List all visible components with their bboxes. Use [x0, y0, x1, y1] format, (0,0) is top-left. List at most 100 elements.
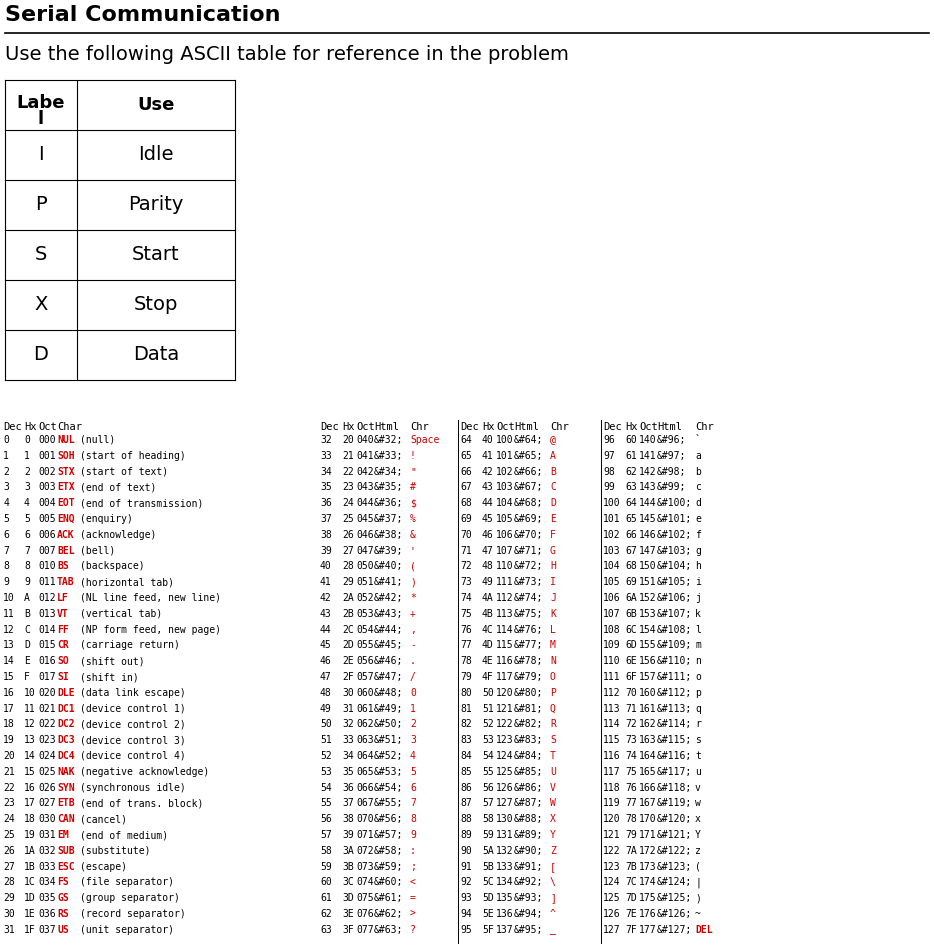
Text: Serial Communication: Serial Communication	[5, 5, 280, 25]
Text: 1B: 1B	[24, 862, 35, 871]
Text: 017: 017	[38, 672, 56, 682]
Text: 30: 30	[3, 909, 15, 919]
Text: 062: 062	[356, 719, 374, 730]
Text: 30: 30	[342, 688, 354, 698]
Text: 054: 054	[356, 624, 374, 635]
Text: &#48;: &#48;	[374, 688, 403, 698]
Text: SYN: SYN	[57, 783, 75, 792]
Text: 7B: 7B	[625, 862, 637, 871]
Text: &#66;: &#66;	[514, 466, 544, 477]
Text: 4E: 4E	[482, 656, 494, 666]
Text: US: US	[57, 924, 69, 935]
Text: 064: 064	[356, 751, 374, 761]
Text: P: P	[35, 196, 47, 215]
Text: 100: 100	[496, 435, 514, 445]
Text: &#95;: &#95;	[514, 924, 544, 935]
Text: 79: 79	[460, 672, 472, 682]
Text: 54: 54	[482, 751, 494, 761]
Text: 155: 155	[639, 640, 657, 651]
Text: 110: 110	[496, 561, 514, 571]
Text: 37: 37	[342, 798, 354, 808]
Text: &#86;: &#86;	[514, 783, 544, 792]
Text: Html: Html	[514, 422, 539, 432]
Text: 20: 20	[342, 435, 354, 445]
Text: STX: STX	[57, 466, 75, 477]
Text: 23: 23	[342, 483, 354, 492]
Text: &#71;: &#71;	[514, 545, 544, 556]
Text: 95: 95	[460, 924, 472, 935]
Text: 35: 35	[342, 767, 354, 777]
Text: 77: 77	[460, 640, 472, 651]
Text: &#106;: &#106;	[657, 593, 692, 603]
Text: (end of text): (end of text)	[80, 483, 156, 492]
Text: 6: 6	[410, 783, 416, 792]
Text: (record separator): (record separator)	[80, 909, 186, 919]
Text: 101: 101	[603, 514, 620, 524]
Text: (device control 1): (device control 1)	[80, 704, 186, 713]
Text: Hx: Hx	[24, 422, 36, 432]
Text: 62: 62	[625, 466, 637, 477]
Text: (unit separator): (unit separator)	[80, 924, 174, 935]
Text: &#65;: &#65;	[514, 451, 544, 461]
Text: 115: 115	[603, 735, 620, 745]
Text: 161: 161	[639, 704, 657, 713]
Text: (NP form feed, new page): (NP form feed, new page)	[80, 624, 221, 635]
Text: &#112;: &#112;	[657, 688, 692, 698]
Text: 47: 47	[320, 672, 332, 682]
Text: 172: 172	[639, 846, 657, 856]
Text: X: X	[35, 295, 48, 314]
Text: 113: 113	[496, 609, 514, 618]
Text: 113: 113	[603, 704, 620, 713]
Text: 114: 114	[603, 719, 620, 730]
Text: (null): (null)	[80, 435, 115, 445]
Text: 60: 60	[320, 878, 332, 887]
Text: %: %	[410, 514, 416, 524]
Text: 020: 020	[38, 688, 56, 698]
Text: Z: Z	[550, 846, 556, 856]
Text: Html: Html	[374, 422, 399, 432]
Text: &#79;: &#79;	[514, 672, 544, 682]
Text: 49: 49	[482, 578, 494, 587]
Text: 69: 69	[460, 514, 472, 524]
Text: 115: 115	[496, 640, 514, 651]
Text: 80: 80	[460, 688, 472, 698]
Text: 3F: 3F	[342, 924, 354, 935]
Text: 59: 59	[320, 862, 332, 871]
Text: DLE: DLE	[57, 688, 75, 698]
Text: 50: 50	[482, 688, 494, 698]
Text: 21: 21	[342, 451, 354, 461]
Text: &#94;: &#94;	[514, 909, 544, 919]
Text: 49: 49	[320, 704, 332, 713]
Text: 072: 072	[356, 846, 374, 856]
Text: !: !	[410, 451, 416, 461]
Text: ETB: ETB	[57, 798, 75, 808]
Text: 4: 4	[3, 498, 9, 508]
Text: 47: 47	[482, 545, 494, 556]
Text: 121: 121	[496, 704, 514, 713]
Text: &#75;: &#75;	[514, 609, 544, 618]
Text: RS: RS	[57, 909, 69, 919]
Text: 66: 66	[460, 466, 472, 477]
Text: &#41;: &#41;	[374, 578, 403, 587]
Text: DC3: DC3	[57, 735, 75, 745]
Text: 156: 156	[639, 656, 657, 666]
Text: l: l	[38, 110, 44, 128]
Text: 73: 73	[460, 578, 472, 587]
Text: (carriage return): (carriage return)	[80, 640, 180, 651]
Text: (escape): (escape)	[80, 862, 127, 871]
Text: 25: 25	[3, 830, 15, 840]
Text: 28: 28	[342, 561, 354, 571]
Text: (backspace): (backspace)	[80, 561, 145, 571]
Text: 18: 18	[24, 814, 35, 825]
Text: Labe: Labe	[17, 94, 65, 112]
Text: 7: 7	[410, 798, 416, 808]
Text: 025: 025	[38, 767, 56, 777]
Text: &#83;: &#83;	[514, 735, 544, 745]
Text: (: (	[410, 561, 416, 571]
Text: CR: CR	[57, 640, 69, 651]
Text: 065: 065	[356, 767, 374, 777]
Text: 57: 57	[482, 798, 494, 808]
Text: 31: 31	[3, 924, 15, 935]
Text: &#39;: &#39;	[374, 545, 403, 556]
Text: SOH: SOH	[57, 451, 75, 461]
